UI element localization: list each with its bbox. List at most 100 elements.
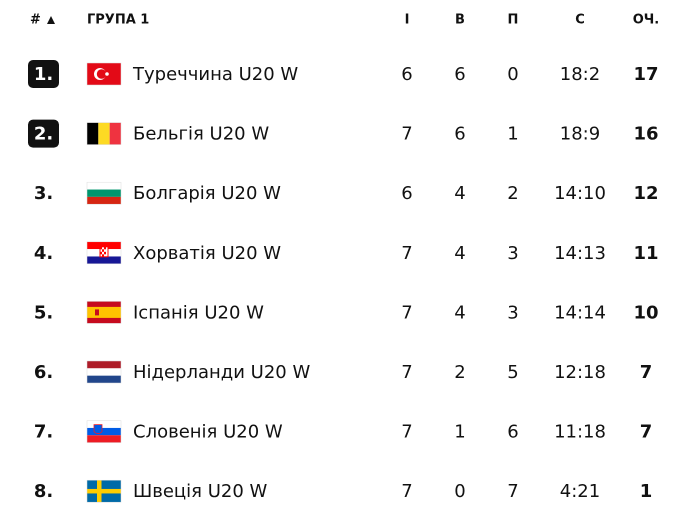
score: 14:14 — [554, 302, 606, 323]
team-name[interactable]: Нідерланди U20 W — [133, 362, 310, 383]
sort-arrow[interactable] — [47, 16, 55, 24]
points: 16 — [633, 124, 658, 145]
rank-header[interactable]: # — [30, 13, 41, 28]
lost: 5 — [507, 362, 518, 383]
flag-check — [100, 251, 102, 255]
played-header[interactable]: І — [405, 13, 410, 28]
group-header: ГРУПА 1 — [87, 13, 149, 28]
played: 7 — [401, 362, 412, 383]
flag-stripe — [87, 368, 121, 376]
flag-border — [86, 479, 122, 503]
rank: 1. — [34, 64, 53, 85]
played: 6 — [401, 183, 412, 204]
team-name[interactable]: Туреччина U20 W — [132, 64, 298, 85]
score: 11:18 — [554, 422, 606, 443]
rank: 3. — [34, 183, 53, 204]
flag-border — [86, 122, 122, 145]
flag-stripe — [87, 306, 121, 318]
score: 14:10 — [554, 183, 606, 204]
flag — [86, 301, 122, 324]
flag-stripe — [87, 420, 121, 428]
won: 0 — [454, 481, 465, 502]
score: 4:21 — [560, 481, 600, 502]
flag-check — [102, 249, 104, 252]
score-header[interactable]: С — [575, 13, 585, 28]
flag — [86, 241, 122, 265]
flag-shield — [93, 424, 103, 434]
team-name[interactable]: Іспанія U20 W — [133, 302, 264, 323]
score: 14:13 — [554, 243, 606, 264]
score: 12:18 — [554, 362, 606, 383]
won: 2 — [454, 362, 465, 383]
team-name[interactable]: Болгарія U20 W — [133, 183, 281, 204]
rank-badge — [28, 60, 59, 88]
score: 18:9 — [560, 124, 600, 145]
score: 18:2 — [560, 64, 600, 85]
won: 4 — [454, 183, 465, 204]
flag-stripe — [87, 182, 121, 190]
flag-cross — [87, 488, 121, 494]
team-name[interactable]: Швеція U20 W — [133, 481, 268, 502]
flag-border — [86, 301, 122, 324]
flag — [86, 62, 122, 86]
won: 1 — [454, 422, 465, 443]
played: 7 — [401, 481, 412, 502]
flag-star — [105, 72, 109, 76]
lost: 3 — [507, 302, 518, 323]
lost: 2 — [507, 183, 518, 204]
points: 1 — [640, 481, 653, 502]
flag-border — [86, 420, 122, 443]
flag-stripe — [87, 256, 121, 264]
flag-stripe — [87, 196, 121, 205]
flag — [86, 181, 122, 205]
flag-stripe — [87, 241, 121, 250]
won-header[interactable]: В — [455, 13, 465, 28]
rank: 4. — [34, 243, 53, 264]
flag-stripe — [109, 122, 121, 145]
flag-stripe — [98, 122, 110, 145]
flag-stripe — [87, 427, 121, 436]
played: 6 — [401, 64, 412, 85]
won: 4 — [454, 243, 465, 264]
points: 12 — [633, 183, 658, 204]
flag — [86, 479, 122, 503]
won: 4 — [454, 302, 465, 323]
points: 7 — [640, 422, 653, 443]
won: 6 — [454, 64, 465, 85]
flag-check — [104, 251, 106, 255]
team-name[interactable]: Бельгія U20 W — [133, 124, 269, 145]
flag-check — [102, 254, 104, 257]
played: 7 — [401, 302, 412, 323]
played: 7 — [401, 422, 412, 443]
flag — [86, 420, 122, 443]
points: 11 — [633, 243, 658, 264]
played: 7 — [401, 243, 412, 264]
flag-stripe — [87, 189, 121, 197]
flag-border — [86, 360, 122, 384]
points: 10 — [633, 302, 658, 323]
flag-stripe — [87, 122, 99, 145]
flag-border — [86, 181, 122, 205]
lost: 6 — [507, 422, 518, 443]
rank: 7. — [34, 422, 53, 443]
points-header[interactable]: ОЧ. — [633, 13, 660, 28]
won: 6 — [454, 124, 465, 145]
flag-stripe — [87, 361, 121, 369]
flag-check — [104, 246, 106, 250]
team-name[interactable]: Хорватія U20 W — [133, 243, 281, 264]
flag — [86, 122, 122, 145]
flag-border — [86, 241, 122, 265]
lost-header[interactable]: П — [508, 13, 519, 28]
lost: 0 — [507, 64, 518, 85]
points: 7 — [640, 362, 653, 383]
points: 17 — [633, 64, 658, 85]
lost: 3 — [507, 243, 518, 264]
lost: 1 — [507, 124, 518, 145]
played: 7 — [401, 124, 412, 145]
team-name[interactable]: Словенія U20 W — [133, 422, 283, 443]
flag-emblem — [95, 309, 99, 316]
rank: 8. — [34, 481, 53, 502]
flag-stripe — [87, 375, 121, 383]
flag — [86, 360, 122, 384]
